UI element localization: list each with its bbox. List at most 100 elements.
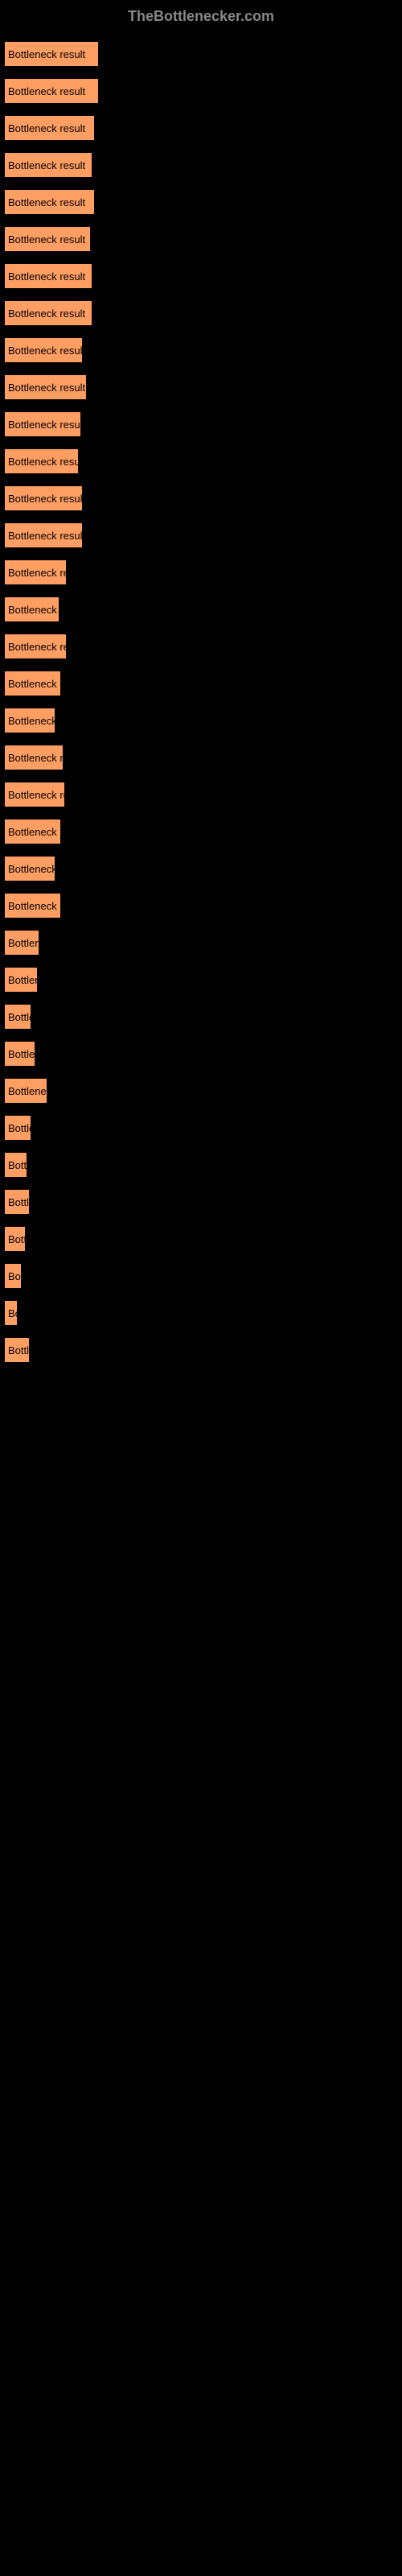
bar-row: Bott	[4, 1263, 398, 1289]
bar-row: Bottleneck resu	[4, 708, 398, 733]
bar-label: Bot	[8, 1307, 17, 1319]
bar-label: Bottleneck result	[8, 826, 60, 838]
bar-label: Bottleneck result	[8, 270, 85, 283]
bar: Bottleneck result	[4, 152, 92, 178]
bar: Bottleneck result	[4, 448, 79, 474]
bar-row: Bottleneck result	[4, 634, 398, 659]
bar-row: Bottlene	[4, 1041, 398, 1067]
bar-label: Bottleneck result	[8, 382, 85, 394]
bar-row: Bottle	[4, 1152, 398, 1178]
bar-row: Bottleneck result 4	[4, 115, 398, 141]
bar-label: Bottleneck result	[8, 752, 63, 764]
bar: Bottleneck result	[4, 41, 99, 67]
bar-label: Bottleneck	[8, 937, 39, 949]
bar-row: Bottlen	[4, 1004, 398, 1030]
bar-row: Bottleneck result	[4, 745, 398, 770]
bar-row: Bottleneck result	[4, 448, 398, 474]
bar-label: Bottleneck result	[8, 345, 82, 357]
header-title: TheBottlenecker.com	[0, 0, 402, 41]
bar: Bottleneck result	[4, 115, 95, 141]
bar-row: Bottleneck	[4, 930, 398, 956]
bar: Bottleneck result	[4, 226, 91, 252]
bar-label: Bottlene	[8, 1048, 35, 1060]
bar-row: Bottle	[4, 1337, 398, 1363]
bar: Bottleneck result	[4, 893, 61, 919]
bar-row: Bottl	[4, 1226, 398, 1252]
bar-row: Bottleneck result	[4, 226, 398, 252]
bar: Bottleneck result	[4, 597, 59, 622]
bar-label: Bottleneck result	[8, 530, 82, 542]
bar-row: Bottleneck result	[4, 374, 398, 400]
bar-label: Bottlen	[8, 1122, 31, 1134]
bar: Bottle	[4, 1189, 30, 1215]
bar-value: 4	[98, 122, 104, 134]
bar-label: Bottle	[8, 1196, 29, 1208]
bar-label: Bottleneck resu	[8, 863, 55, 875]
bar-label: Bottlen	[8, 1011, 31, 1023]
bar: Bottl	[4, 1226, 26, 1252]
bar-row: Bottleneck result	[4, 782, 398, 807]
bar-value: 4	[102, 85, 108, 97]
bar-label: Bottleneck result	[8, 604, 59, 616]
bar-label: Bottleneck result	[8, 567, 66, 579]
bar-label: Bottleneck result	[8, 48, 85, 60]
bar-row: Bottleneck result 4	[4, 41, 398, 67]
bar-label: Bottleneck re	[8, 1085, 47, 1097]
bar-row: Bottlen	[4, 1115, 398, 1141]
bar-label: Bottl	[8, 1233, 25, 1245]
bar-row: Bottleneck result	[4, 522, 398, 548]
bar: Bottlen	[4, 1115, 31, 1141]
bar-row: Bottle	[4, 1189, 398, 1215]
bar-row: Bottleneck result	[4, 819, 398, 844]
bar: Bottleneck result	[4, 745, 64, 770]
bar-row: Bottleneck result	[4, 411, 398, 437]
bar: Bottleneck result	[4, 485, 83, 511]
bar: Bottleneck re	[4, 1078, 47, 1104]
bar-row: Bottleneck result	[4, 152, 398, 178]
bar-row: Bottleneck result	[4, 485, 398, 511]
bar: Bottleneck result	[4, 634, 67, 659]
bar: Bottlenec	[4, 967, 38, 993]
bar: Bot	[4, 1300, 18, 1326]
bar-label: Bottleneck result	[8, 456, 78, 468]
bar-row: Bottleneck result4	[4, 78, 398, 104]
bar-label: Bottleneck result	[8, 419, 80, 431]
bar-label: Bott	[8, 1270, 21, 1282]
bar: Bottleneck result	[4, 819, 61, 844]
bar-row: Bottleneck result	[4, 337, 398, 363]
bar-row: Bot	[4, 1300, 398, 1326]
bar-row: Bottleneck result	[4, 300, 398, 326]
bar-label: Bottleneck result	[8, 678, 60, 690]
bar-row: Bottleneck resu	[4, 856, 398, 881]
bar-row: Bottleneck result	[4, 671, 398, 696]
bar-label: Bottleneck result	[8, 122, 85, 134]
bar-row: Bottleneck result4	[4, 189, 398, 215]
bar: Bottleneck result	[4, 263, 92, 289]
bar: Bottleneck result	[4, 300, 92, 326]
bar-label: Bottlenec	[8, 974, 37, 986]
bar-label: Bottle	[8, 1159, 27, 1171]
bar-label: Bottleneck result	[8, 493, 82, 505]
bar-row: Bottleneck result	[4, 263, 398, 289]
bar-value: 4	[102, 48, 108, 60]
bar-label: Bottleneck result	[8, 196, 85, 208]
bar-row: Bottleneck result	[4, 597, 398, 622]
bar-row: Bottlenec	[4, 967, 398, 993]
bar-label: Bottleneck result	[8, 900, 60, 912]
bar: Bottlene	[4, 1041, 35, 1067]
bar: Bottleneck result	[4, 671, 61, 696]
bar: Bottleneck result	[4, 337, 83, 363]
bar: Bottleneck result	[4, 78, 99, 104]
bar: Bottleneck result	[4, 522, 83, 548]
bar: Bottleneck result	[4, 782, 65, 807]
bar-label: Bottleneck result	[8, 233, 85, 246]
bar: Bottleneck result	[4, 374, 87, 400]
bar: Bottleneck result	[4, 559, 67, 585]
bar-row: Bottleneck result	[4, 559, 398, 585]
bar-label: Bottleneck result	[8, 641, 66, 653]
bar: Bottleneck result	[4, 189, 95, 215]
bar: Bottleneck result	[4, 411, 81, 437]
bar: Bott	[4, 1263, 22, 1289]
bar: Bottle	[4, 1152, 27, 1178]
bar-label: Bottleneck result	[8, 308, 85, 320]
